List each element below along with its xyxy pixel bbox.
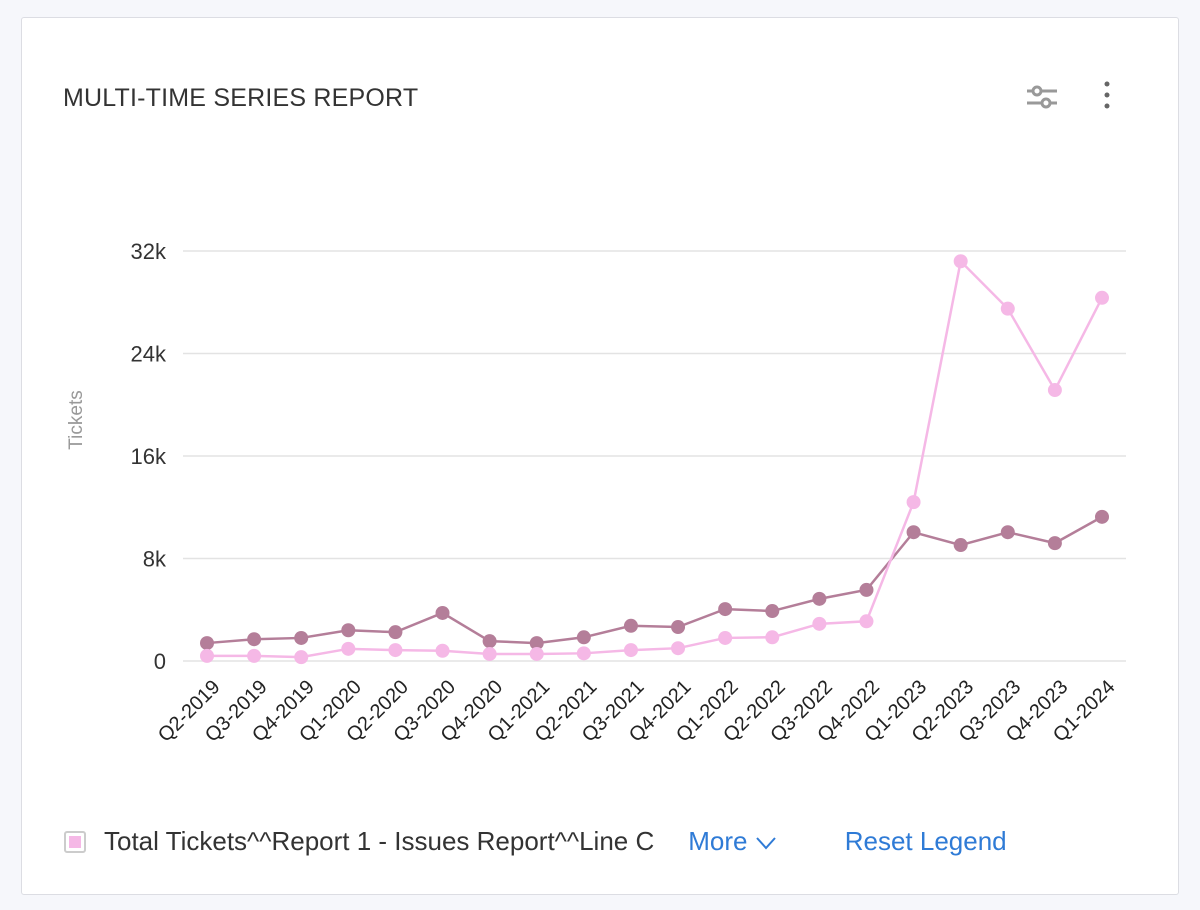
data-point xyxy=(718,602,733,617)
data-point xyxy=(576,630,591,645)
data-point xyxy=(247,648,262,663)
data-point xyxy=(1047,383,1062,398)
data-point xyxy=(765,604,780,619)
card-title: MULTI-TIME SERIES REPORT xyxy=(63,84,419,112)
chevron-down-icon xyxy=(755,837,776,850)
series-line xyxy=(207,258,1104,659)
data-point xyxy=(482,634,497,649)
data-point xyxy=(529,636,544,651)
y-axis-label: Tickets xyxy=(66,390,87,449)
data-point xyxy=(906,495,921,510)
data-point xyxy=(623,643,638,658)
data-point xyxy=(1047,536,1062,551)
data-point xyxy=(859,614,874,629)
data-point xyxy=(1095,290,1109,305)
data-point xyxy=(953,538,968,553)
data-point xyxy=(812,616,827,631)
y-tick-label: 8k xyxy=(143,547,167,572)
legend-item-label[interactable]: Total Tickets^^Report 1 - Issues Report^… xyxy=(104,826,655,856)
data-point xyxy=(247,632,262,647)
data-point xyxy=(906,525,921,540)
y-tick-label: 0 xyxy=(154,649,166,674)
data-point xyxy=(341,623,356,638)
data-point xyxy=(812,591,827,606)
data-point xyxy=(765,630,780,645)
data-point xyxy=(294,650,309,665)
legend: Total Tickets^^Report 1 - Issues Report^… xyxy=(64,826,1007,857)
data-point xyxy=(388,643,403,658)
data-point xyxy=(388,625,403,640)
legend-item-toggle[interactable] xyxy=(64,830,86,853)
data-point xyxy=(200,636,214,651)
data-point xyxy=(435,605,450,620)
data-point xyxy=(482,646,497,661)
data-point xyxy=(953,254,968,269)
data-point xyxy=(1095,509,1109,524)
data-point xyxy=(576,646,591,661)
data-point xyxy=(435,643,450,658)
data-point xyxy=(718,630,733,645)
y-tick-label: 24k xyxy=(131,342,167,367)
sliders-icon[interactable] xyxy=(1024,80,1060,119)
data-point xyxy=(671,641,686,656)
data-point xyxy=(623,618,638,633)
data-point xyxy=(294,630,309,645)
more-vertical-icon[interactable] xyxy=(1100,78,1114,119)
y-tick-label: 32k xyxy=(131,239,167,264)
reset-legend-button[interactable]: Reset Legend xyxy=(844,826,1007,856)
data-point xyxy=(341,641,356,656)
data-point xyxy=(859,582,874,597)
more-button[interactable]: More xyxy=(688,826,776,857)
data-point xyxy=(1000,525,1015,540)
data-point xyxy=(671,620,686,635)
data-point xyxy=(200,648,214,663)
data-point xyxy=(1000,301,1015,316)
y-tick-label: 16k xyxy=(131,444,167,469)
series-line xyxy=(206,515,1103,645)
data-point xyxy=(529,646,544,661)
